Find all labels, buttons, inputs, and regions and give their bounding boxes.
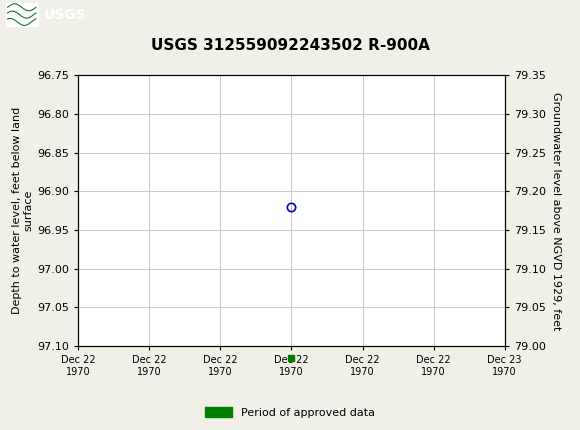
Legend: Period of approved data: Period of approved data [200, 403, 380, 422]
Text: USGS 312559092243502 R-900A: USGS 312559092243502 R-900A [151, 38, 429, 52]
Y-axis label: Depth to water level, feet below land
surface: Depth to water level, feet below land su… [12, 107, 33, 314]
Text: USGS: USGS [44, 8, 86, 22]
Bar [6, 3, 38, 26]
Y-axis label: Groundwater level above NGVD 1929, feet: Groundwater level above NGVD 1929, feet [551, 92, 561, 330]
